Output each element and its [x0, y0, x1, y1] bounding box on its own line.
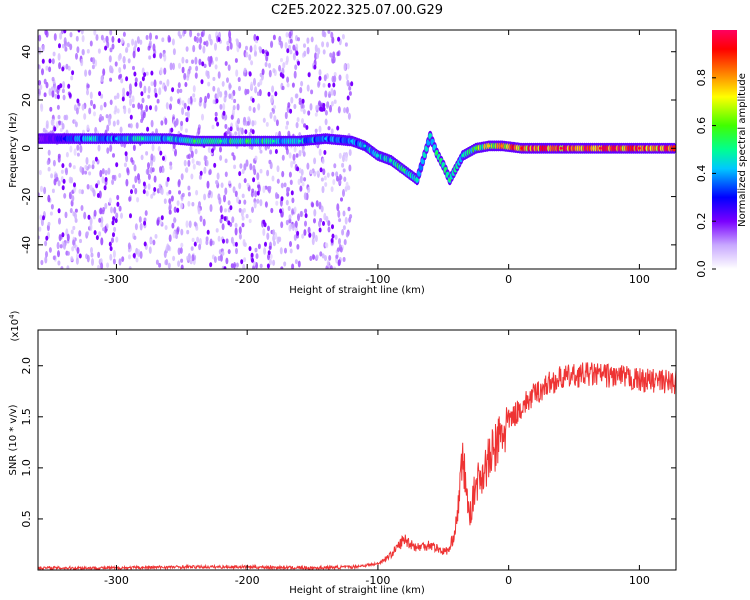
colorbar-label: Normalized spectral amplitude	[737, 73, 748, 227]
ridge-point	[271, 139, 275, 143]
ridge-point	[350, 139, 354, 143]
ridge-point	[474, 146, 478, 150]
colorbar-tick-label: 0.2	[695, 212, 708, 230]
spectrogram-frame	[37, 29, 677, 270]
spectrogram-ridge	[38, 130, 676, 186]
snr-panel: -300 -200 -100 0 100 0.5 1.0 1.5 2.0 Height of s…	[8, 310, 677, 596]
ridge-point	[363, 144, 367, 148]
ridge-point	[193, 139, 197, 143]
ridge-point	[62, 137, 66, 141]
ridge-point	[376, 154, 380, 157]
ridge-point	[441, 163, 445, 167]
ridge-point	[520, 146, 524, 150]
snr-scale-note: (x104)	[8, 310, 21, 341]
ridge-point	[435, 151, 439, 155]
spectrogram-y-tick-label: 20	[20, 93, 33, 107]
ridge-point	[638, 146, 641, 150]
snr-x-label: Height of straight line (km)	[289, 585, 425, 596]
snr-x-tick-label: 100	[629, 574, 650, 587]
figure-title: C2E5.2022.325.07.00.G29	[271, 3, 443, 18]
colorbar-scale	[712, 30, 737, 269]
spectrogram-noise	[38, 30, 354, 269]
ridge-point	[88, 137, 92, 141]
ridge-point	[167, 137, 171, 141]
spectrogram-y-tick-label: -40	[20, 236, 33, 254]
spectrogram-y-tick-label: 40	[20, 45, 33, 59]
ridge-point	[487, 144, 491, 148]
snr-y-tick-label: 0.5	[20, 510, 33, 528]
ridge-point	[115, 137, 118, 141]
snr-y-tick-label: 2.0	[20, 357, 33, 375]
spectrogram-x-tick-label: 0	[505, 273, 512, 286]
ridge-point	[324, 137, 327, 141]
ridge-point	[389, 159, 393, 162]
snr-series-line	[38, 362, 676, 570]
ridge-point	[415, 178, 419, 182]
ridge-point	[141, 137, 145, 141]
spectrogram-x-tick-label: 100	[629, 273, 650, 286]
ridge-point	[219, 139, 223, 143]
snr-x-tick-label: 0	[505, 574, 512, 587]
spectrogram-y-label: Frequency (Hz)	[8, 112, 19, 188]
ridge-point	[245, 139, 249, 143]
snr-y-tick-label: 1.5	[20, 408, 33, 426]
colorbar-tick-label: 0.8	[695, 69, 708, 87]
ridge-point	[428, 134, 432, 138]
colorbar-tick-label: 0.6	[695, 117, 708, 135]
spectrogram-x-tick-label: -300	[104, 273, 129, 286]
spectrogram-x-tick-label: -200	[235, 273, 260, 286]
spectrogram-y-tick-label: 0	[20, 145, 33, 152]
colorbar-tick-label: 0.4	[695, 165, 708, 183]
ridge-point	[559, 146, 563, 150]
colorbar-tick-label: 0.0	[695, 260, 708, 278]
ridge-point	[298, 139, 301, 143]
snr-x-tick-label: -200	[235, 574, 260, 587]
ridge-point	[448, 178, 452, 182]
snr-y-tick-label: 1.0	[20, 459, 33, 477]
spectrogram-x-tick-label: -100	[365, 273, 390, 286]
ridge-point	[461, 154, 465, 157]
spectrogram-x-label: Height of straight line (km)	[289, 285, 425, 296]
colorbar: 0.0 0.2 0.4 0.6 0.8 Normalized spectral ampl…	[695, 30, 748, 278]
snr-x-tick-label: -100	[365, 574, 390, 587]
ridge-point	[402, 168, 406, 172]
snr-y-label: SNR (10 * v/v)	[8, 404, 19, 475]
spectrogram-y-tick-label: -20	[20, 188, 33, 206]
snr-frame	[37, 329, 677, 571]
ridge-point	[598, 146, 602, 150]
snr-x-tick-label: -300	[104, 574, 129, 587]
ridge-point	[500, 144, 504, 148]
